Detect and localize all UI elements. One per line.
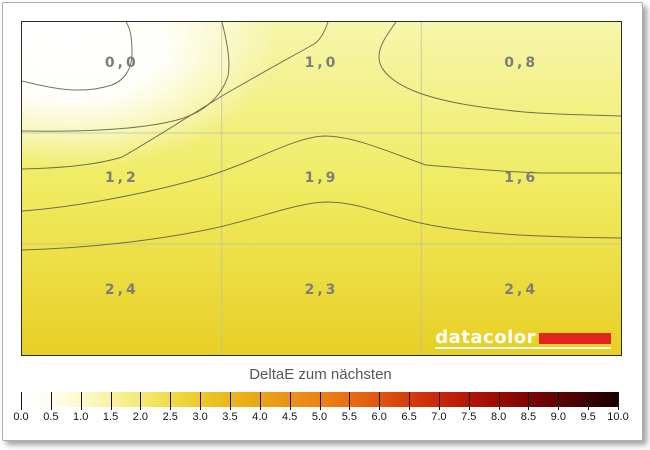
contour-surface <box>22 22 621 355</box>
colorbar-tick-label: 8.5 <box>520 411 537 423</box>
colorbar-tick-label: 9.5 <box>580 411 596 423</box>
colorbar-tick <box>498 392 500 410</box>
cell-value-r2c2: 1,9 <box>304 170 339 186</box>
colorbar-tick-label: 0.5 <box>43 411 59 423</box>
cell-value-r2c1: 1,2 <box>104 170 139 186</box>
colorbar-tick <box>229 392 231 410</box>
colorbar-tick <box>110 392 112 410</box>
cell-value-r1c3: 0,8 <box>504 55 539 71</box>
datacolor-logo-text: datacolor <box>435 327 536 348</box>
measurement-gridlines <box>22 22 621 355</box>
colorbar-tick-label: 0.0 <box>13 411 29 423</box>
contour-line <box>22 22 329 170</box>
colorbar-tick-label: 6.0 <box>371 411 387 423</box>
colorbar-tick <box>200 392 202 410</box>
cell-value-r3c2: 2,3 <box>304 282 339 298</box>
contour-line <box>22 22 133 91</box>
colorbar-tick-label: 4.5 <box>281 411 298 423</box>
colorbar-tick <box>319 392 321 410</box>
colorbar-tick <box>349 392 351 410</box>
colorbar-tick-label: 1.5 <box>102 411 119 423</box>
colorbar-tick-label: 4.0 <box>252 411 268 423</box>
colorbar-tick <box>438 392 440 410</box>
colorbar-title: DeltaE zum nächsten <box>249 366 392 383</box>
colorbar-tick-label: 3.0 <box>192 411 208 423</box>
cell-value-r3c1: 2,4 <box>104 282 139 298</box>
heatmap-plot: 0,0 1,0 0,8 1,2 1,9 1,6 2,4 2,3 2,4 datacolor <box>21 21 622 356</box>
colorbar-tick <box>259 392 261 410</box>
colorbar-tick <box>140 392 142 410</box>
cell-value-r2c3: 1,6 <box>504 170 539 186</box>
colorbar-tick <box>558 392 560 410</box>
datacolor-logo-bar <box>539 333 611 344</box>
colorbar-tick-label: 3.5 <box>222 411 238 423</box>
colorbar-tick <box>80 392 82 410</box>
contour-line <box>22 201 621 251</box>
contour-line <box>378 22 621 117</box>
white-hotspot <box>22 22 277 169</box>
datacolor-logo: datacolor <box>435 327 611 349</box>
cell-value-r1c1: 0,0 <box>104 55 139 71</box>
colorbar-tick-label: 2.5 <box>162 411 178 423</box>
colorbar-tick <box>528 392 530 410</box>
contour-line <box>22 135 621 212</box>
colorbar-tick-label: 5.5 <box>341 411 357 423</box>
colorbar-tick <box>289 392 291 410</box>
colorbar-tick <box>588 392 590 410</box>
cell-value-r1c2: 1,0 <box>304 55 339 71</box>
colorbar-tick <box>50 392 52 410</box>
contour-line <box>22 22 230 132</box>
colorbar-tick-label: 2.0 <box>132 411 149 423</box>
cell-value-r3c3: 2,4 <box>504 282 539 298</box>
colorbar-tick <box>170 392 172 410</box>
colorbar-tick-label: 10.0 <box>607 411 629 423</box>
colorbar-tick <box>379 392 381 410</box>
colorbar-tick-label: 6.5 <box>401 411 417 423</box>
colorbar-tick-label: 7.5 <box>461 411 477 423</box>
colorbar-tick <box>21 392 22 410</box>
colorbar-tick-label: 9.0 <box>550 411 566 423</box>
contour-lines <box>22 22 621 251</box>
colorbar-tick-label: 7.0 <box>431 411 447 423</box>
colorbar-tick-label: 5.0 <box>311 411 328 423</box>
colorbar-tick-label: 8.0 <box>490 411 507 423</box>
colorbar-tick <box>618 392 619 410</box>
colorbar-tick <box>409 392 411 410</box>
colorbar-tick <box>468 392 470 410</box>
colorbar-tick-label: 1.0 <box>73 411 89 423</box>
chart-card: 0,0 1,0 0,8 1,2 1,9 1,6 2,4 2,3 2,4 datacolor De… <box>2 2 643 441</box>
